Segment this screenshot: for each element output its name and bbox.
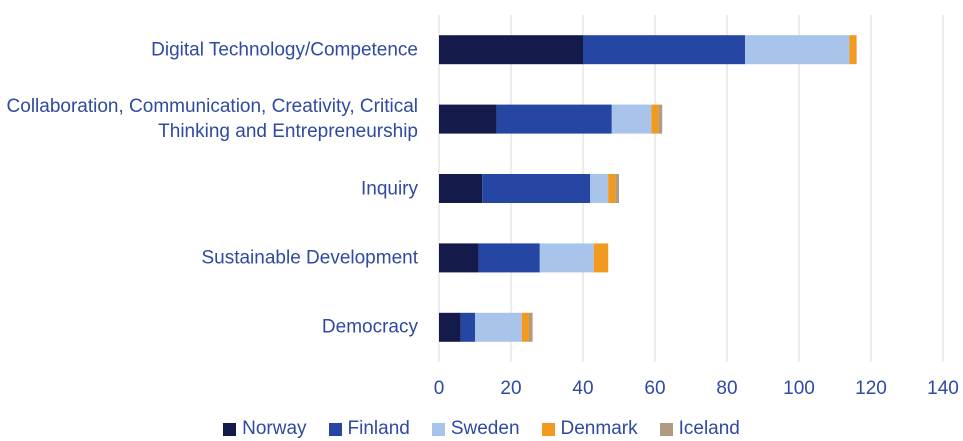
x-tick-label: 60 xyxy=(644,378,666,399)
bar-segment xyxy=(590,174,609,203)
bar-segment xyxy=(460,312,475,342)
bar-segment xyxy=(611,104,652,134)
bar-segment xyxy=(439,104,497,134)
x-tick-label: 140 xyxy=(927,378,959,399)
legend-label: Sweden xyxy=(450,418,520,439)
y-tick-label: Collaboration, Communication, Creativity… xyxy=(6,96,418,143)
y-tick-label: Inquiry xyxy=(360,178,418,199)
bar-segment xyxy=(439,35,583,65)
y-tick-label: Digital Technology/Competence xyxy=(151,39,418,61)
bar-segment xyxy=(658,104,663,134)
x-tick-label: 40 xyxy=(572,378,594,399)
bar-segment xyxy=(439,312,461,342)
legend-label: Norway xyxy=(242,418,307,439)
x-tick-label: 120 xyxy=(855,378,887,399)
y-tick-label: Democracy xyxy=(321,316,418,338)
bar-segment xyxy=(651,104,659,134)
bar-segment xyxy=(521,312,529,342)
x-tick-label: 80 xyxy=(716,378,738,399)
bar-segment xyxy=(849,35,857,65)
bar-segment xyxy=(439,243,479,273)
legend-item: Iceland xyxy=(659,418,740,440)
legend-swatch xyxy=(541,422,555,436)
x-tick-label: 0 xyxy=(433,378,445,399)
legend-item: Denmark xyxy=(541,418,638,440)
legend-swatch xyxy=(328,422,342,436)
legend-swatch xyxy=(431,422,445,436)
bar-segment xyxy=(608,174,616,203)
legend-item: Sweden xyxy=(431,418,520,440)
legend-swatch xyxy=(223,422,237,436)
y-tick-label: Sustainable Development xyxy=(201,247,418,269)
bar-segment xyxy=(583,35,745,65)
legend-swatch xyxy=(659,422,673,436)
legend-item: Finland xyxy=(328,418,410,440)
bar-segment xyxy=(529,312,533,342)
bar-segment xyxy=(539,243,594,273)
legend: Norway Finland Sweden Denmark Iceland xyxy=(0,418,963,440)
x-tick-label: 100 xyxy=(783,378,815,399)
bar-segment xyxy=(745,35,850,65)
bar-segment xyxy=(593,243,609,273)
legend-item: Norway xyxy=(223,418,307,440)
legend-label: Iceland xyxy=(678,418,740,439)
legend-label: Denmark xyxy=(560,418,638,439)
bar-segment xyxy=(496,104,612,134)
x-tick-label: 20 xyxy=(500,378,522,399)
bar-segment xyxy=(482,174,591,203)
bar-segment xyxy=(475,312,522,342)
legend-label: Finland xyxy=(347,418,410,439)
bar-segment xyxy=(615,174,619,203)
bar-segment xyxy=(478,243,540,273)
bar-segment xyxy=(439,174,483,203)
